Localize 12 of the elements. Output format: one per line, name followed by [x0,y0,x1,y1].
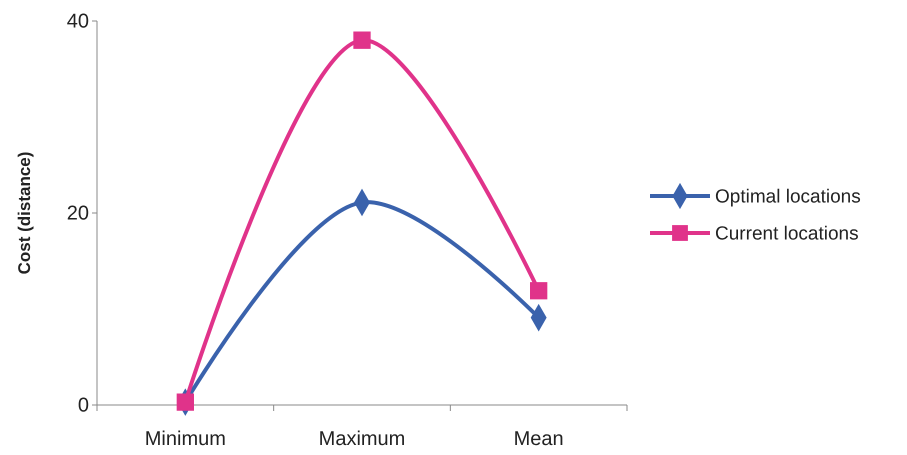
y-tick-label: 0 [78,394,89,416]
legend-label: Current locations [715,224,859,245]
point [353,32,371,49]
x-tick-label: Mean [514,428,564,450]
x-tick-label: Maximum [318,428,406,450]
point [530,282,548,300]
y-tick-label: 20 [66,202,89,224]
y-axis-title: Cost (distance) [15,152,34,274]
legend-label: Optimal locations [715,186,861,208]
point [176,393,194,411]
x-tick-label: Minimum [144,428,226,450]
y-tick-label: 40 [66,10,89,32]
